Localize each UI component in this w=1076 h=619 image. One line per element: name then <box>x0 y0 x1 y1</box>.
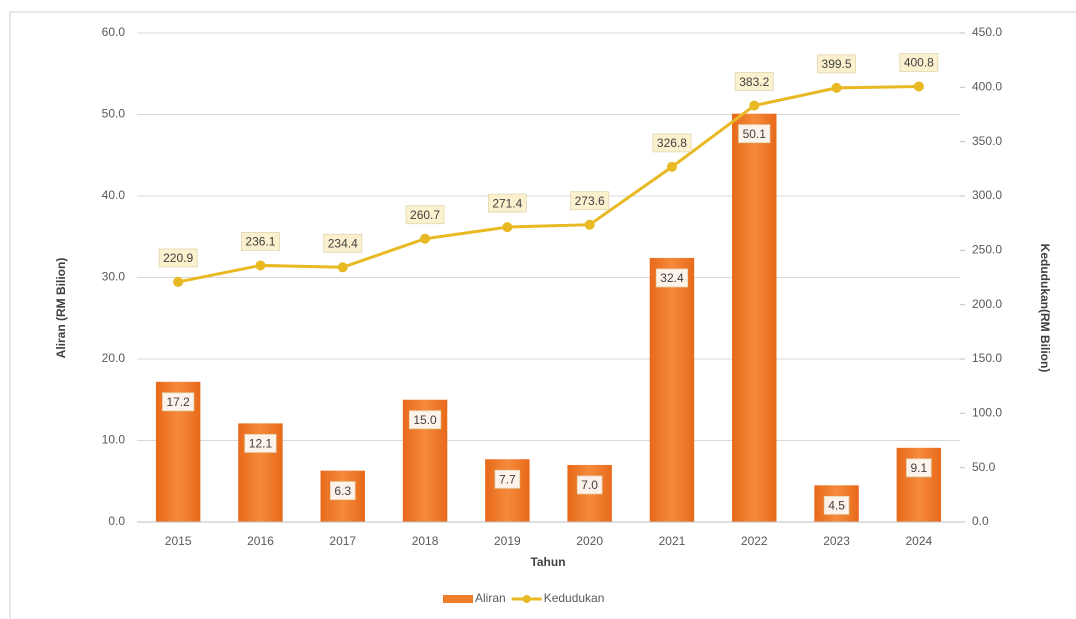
y2-tick-label: 250.0 <box>972 243 1002 257</box>
line-point <box>502 222 513 233</box>
legend-swatch <box>522 595 531 603</box>
y-tick-label: 40.0 <box>102 188 126 202</box>
line-point <box>584 219 595 230</box>
bar-label: 7.7 <box>499 472 516 486</box>
line-label-box <box>323 233 363 253</box>
line-label: 399.5 <box>822 57 852 71</box>
line <box>177 84 919 284</box>
bar-label-box <box>738 124 771 144</box>
x-tick-label: 2022 <box>741 534 768 548</box>
x-tick-label: 2017 <box>329 534 356 548</box>
y2-tick-label: 200.0 <box>972 297 1002 311</box>
x-tick-label: 2021 <box>659 534 686 548</box>
bar-label-box <box>576 475 603 495</box>
bar-label: 17.2 <box>166 395 190 409</box>
line-label: 273.6 <box>575 194 605 208</box>
y2-tick-label: 300.0 <box>972 188 1002 202</box>
bar-label: 32.4 <box>660 271 684 285</box>
y2-tick-label: 400.0 <box>972 80 1002 94</box>
line-point <box>173 276 184 287</box>
y2-tick-label: 100.0 <box>972 406 1002 420</box>
bar-label: 6.3 <box>334 484 351 498</box>
x-tick-label: 2016 <box>247 534 274 548</box>
bar-label: 7.0 <box>581 478 598 492</box>
line-label-box <box>652 133 692 153</box>
bar-label: 12.1 <box>249 437 273 451</box>
bar-label-box <box>494 469 521 489</box>
line-label: 271.4 <box>492 196 522 210</box>
line-label-box <box>899 53 939 72</box>
bar-label: 15.0 <box>413 413 437 427</box>
y-tick-label: 50.0 <box>102 107 126 121</box>
line-label-box <box>405 205 445 225</box>
bar-label-box <box>655 268 689 288</box>
y2-tick-label: 450.0 <box>972 25 1002 39</box>
x-tick-label: 2018 <box>412 534 439 548</box>
y-tick-label: 60.0 <box>102 25 126 39</box>
bar-label: 50.1 <box>743 127 767 141</box>
line-label: 326.8 <box>657 136 687 150</box>
bar-label: 9.1 <box>911 461 928 475</box>
line-label: 400.8 <box>904 56 934 70</box>
line-label-box <box>241 232 280 251</box>
line-label: 220.9 <box>163 251 193 265</box>
bar-label-box <box>906 458 932 478</box>
line-label-box <box>734 72 774 91</box>
line-label-box <box>817 54 856 74</box>
legend-label: Kedudukan <box>544 591 605 605</box>
y-tick-label: 10.0 <box>102 433 126 447</box>
y2-tick-label: 150.0 <box>972 351 1002 365</box>
x-tick-label: 2020 <box>576 534 603 548</box>
line-point <box>666 161 677 172</box>
line-label: 236.1 <box>245 235 275 249</box>
y-tick-label: 0.0 <box>108 514 125 528</box>
y-tick-label: 20.0 <box>102 351 126 365</box>
bar-label: 4.5 <box>828 498 845 512</box>
bar-label-box <box>244 433 277 453</box>
legend-swatch <box>443 595 473 603</box>
x-tick-label: 2015 <box>165 534 192 548</box>
line-label: 234.4 <box>328 236 358 250</box>
line-point <box>337 262 348 273</box>
line-label: 383.2 <box>739 75 769 89</box>
bar-label-box <box>408 410 442 430</box>
bar-label-box <box>162 392 195 412</box>
bar-label-box <box>823 495 850 515</box>
line-point <box>255 260 266 271</box>
line-point <box>749 100 760 111</box>
y2-tick-label: 0.0 <box>972 514 989 528</box>
line-label-box <box>487 193 527 213</box>
line-label: 260.7 <box>410 208 440 222</box>
line-label-box <box>158 248 198 268</box>
y2-axis-title: Kedudukan(RM Bilion) <box>1038 244 1052 373</box>
y-tick-label: 30.0 <box>102 270 126 284</box>
bar <box>732 113 777 522</box>
line-point <box>420 233 431 244</box>
line-label-box <box>570 191 610 211</box>
line-point <box>913 81 924 92</box>
y2-tick-label: 50.0 <box>972 460 996 474</box>
x-tick-label: 2019 <box>494 534 521 548</box>
bar <box>649 257 695 522</box>
line-point <box>831 82 842 93</box>
bar <box>485 459 530 522</box>
bar-label-box <box>330 481 356 501</box>
x-axis-title: Tahun <box>530 555 565 569</box>
y-axis-title: Aliran (RM Bilion) <box>54 258 68 359</box>
legend-label: Aliran <box>475 591 506 605</box>
frame <box>9 11 1076 619</box>
y2-tick-label: 350.0 <box>972 134 1002 148</box>
x-tick-label: 2024 <box>905 534 932 548</box>
x-tick-label: 2023 <box>823 534 850 548</box>
